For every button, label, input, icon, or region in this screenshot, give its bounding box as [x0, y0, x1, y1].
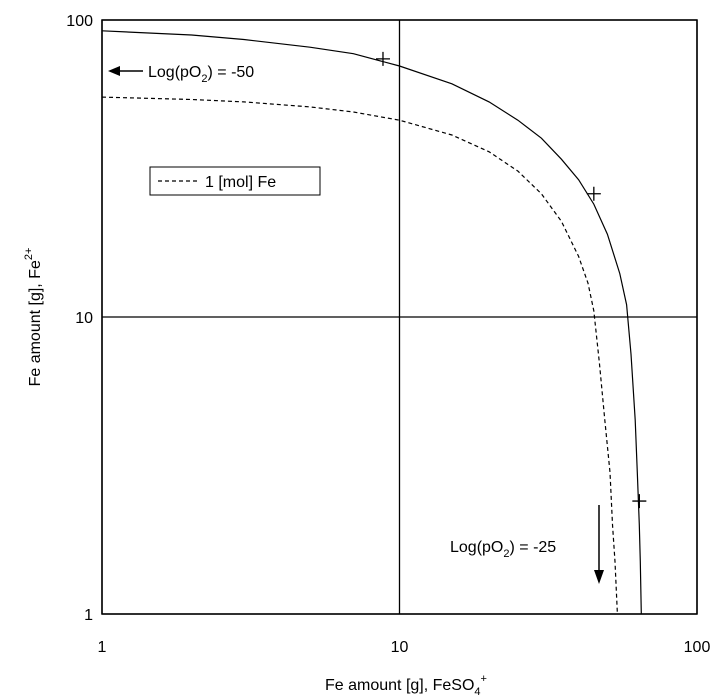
cross-marker [375, 51, 390, 66]
legend-box [149, 166, 321, 196]
cross-marker [586, 186, 601, 201]
annotation-low-text: Log(pO2) = -25 [450, 539, 556, 560]
gridlines [101, 19, 698, 615]
annotation-high-pressure: Log(pO2) = -50 [108, 64, 254, 85]
x-tick-label: 100 [684, 639, 711, 656]
x-tick-label: 10 [391, 639, 409, 656]
series-line-dashed [101, 96, 618, 615]
legend: 1 [mol] Fe [149, 166, 321, 196]
x-axis-title: Fe amount [g], FeSO4+ [325, 673, 487, 697]
series-line-solid [101, 30, 642, 615]
y-tick-label: 100 [66, 13, 93, 30]
left-arrow-head [108, 66, 120, 76]
series-layer [101, 30, 642, 615]
y-tick-label: 10 [75, 310, 93, 327]
y-tick-label: 1 [84, 607, 93, 624]
cross-marker [632, 494, 647, 509]
marker-layer [375, 51, 647, 509]
x-tick-label: 1 [98, 639, 107, 656]
y-axis-title: Fe amount [g], Fe2+ [23, 248, 44, 387]
down-arrow-head [594, 570, 604, 584]
annotation-low-pressure: Log(pO2) = -25 [450, 505, 604, 584]
legend-label: 1 [mol] Fe [205, 174, 276, 191]
tick-labels: 1 10 100 1 10 100 [66, 13, 710, 656]
annotation-high-text: Log(pO2) = -50 [148, 64, 254, 85]
